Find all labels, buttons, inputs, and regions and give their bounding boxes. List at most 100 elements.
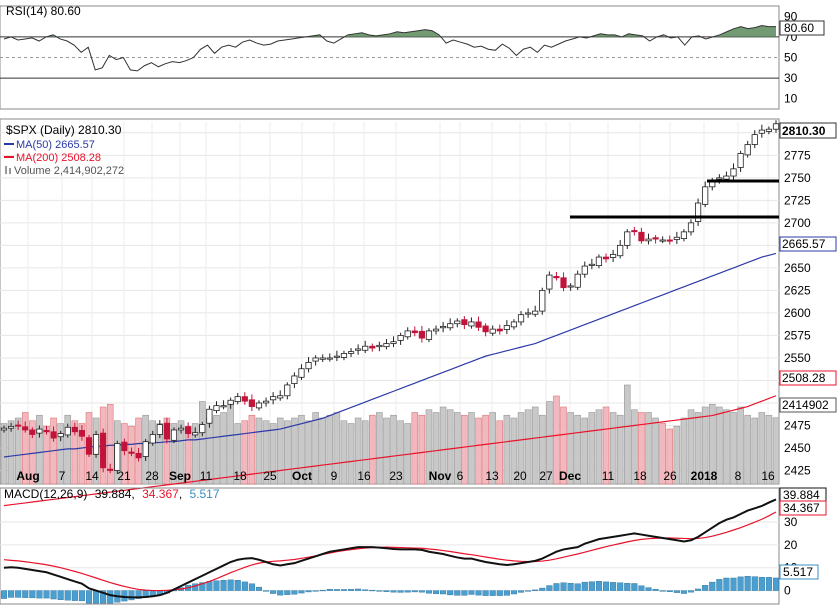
volume-bar xyxy=(234,423,241,485)
x-tick-label: Dec xyxy=(559,469,581,483)
candle-body xyxy=(128,451,135,454)
candle-body xyxy=(170,429,178,441)
candle-body xyxy=(553,276,560,279)
candle-body xyxy=(50,431,57,439)
candle-body xyxy=(411,330,418,334)
macd-histogram-bar xyxy=(433,590,440,594)
macd-histogram-bar xyxy=(348,589,355,591)
macd-histogram-bar xyxy=(100,590,107,604)
price-tick-label: 2650 xyxy=(784,261,811,275)
volume-bar xyxy=(241,420,249,485)
macd-histogram-bar xyxy=(758,577,765,591)
macd-histogram-bar xyxy=(532,589,539,591)
candle-body xyxy=(673,236,680,240)
volume-bar xyxy=(376,412,383,485)
macd-histogram-bar xyxy=(489,590,496,596)
macd-histogram-bar xyxy=(93,590,100,604)
volume-current-value: 2414902 xyxy=(782,398,829,412)
volume-bar xyxy=(29,420,36,485)
macd-histogram-bar xyxy=(255,586,263,591)
macd-histogram-bar xyxy=(227,579,234,591)
macd-histogram-bar xyxy=(29,590,36,599)
price-tick-label: 2450 xyxy=(784,441,811,455)
ma200-value-box xyxy=(779,370,837,386)
macd-legend-value: 39.884 xyxy=(95,487,132,501)
volume-bar xyxy=(730,412,737,485)
macd-histogram-bar xyxy=(695,588,702,591)
candle-body xyxy=(241,396,248,402)
macd-tick-label: 30 xyxy=(784,515,798,529)
price-tick-label: 2725 xyxy=(784,193,811,207)
volume-bar xyxy=(772,417,780,485)
rsi-tick-label: 90 xyxy=(784,9,798,23)
volume-bar xyxy=(191,423,199,485)
x-tick-label: 7 xyxy=(59,469,66,483)
candle-body xyxy=(277,395,284,399)
macd-histogram-bar xyxy=(326,589,333,591)
macd-histogram-bar xyxy=(135,590,142,599)
macd-histogram-bar xyxy=(680,590,687,594)
volume-bar xyxy=(595,409,603,485)
candle-body xyxy=(199,424,206,434)
volume-bar xyxy=(475,417,482,485)
candle-body xyxy=(645,238,652,242)
ma50-value-box xyxy=(779,236,837,252)
macd-histogram-bar xyxy=(617,582,624,591)
macd-legend: MACD(12,26,9) 39.884, 34.367, 5.517 xyxy=(4,487,220,501)
macd-histogram-bar xyxy=(539,587,546,591)
x-axis: Aug 7 14 21 28 Sep 11 18 25 Oct 9 16 23 Nov 6 13 20 27 Dec… xyxy=(16,469,775,483)
macd-histogram-bar xyxy=(199,582,206,591)
macd-histogram-bar xyxy=(546,585,553,591)
macd-histogram-bar xyxy=(305,590,312,593)
x-tick-label: Sep xyxy=(169,469,191,483)
macd-histogram-bar xyxy=(425,590,432,594)
volume-bar xyxy=(510,417,518,485)
volume-bar xyxy=(553,395,560,485)
macd-histogram-bar xyxy=(64,590,71,601)
candle-body xyxy=(185,426,192,434)
volume-bar xyxy=(609,412,617,485)
volume-bar xyxy=(298,414,305,485)
volume-bar xyxy=(397,420,404,485)
rsi-label: RSI(14) 80.60 xyxy=(6,4,81,18)
candle-body xyxy=(702,186,709,205)
volume-bar xyxy=(524,409,532,485)
candle-body xyxy=(447,323,454,329)
macd-histogram-bar xyxy=(454,590,461,596)
volume-bar xyxy=(269,423,277,485)
macd-histogram-bar xyxy=(404,590,411,593)
macd-histogram-bar xyxy=(248,583,255,591)
macd-histogram-bar xyxy=(270,590,277,594)
volume-bar xyxy=(213,414,220,485)
volume-bar xyxy=(659,423,666,485)
macd-histogram-bar xyxy=(652,589,659,591)
x-tick-label: 13 xyxy=(485,469,499,483)
ma50-legend: MA(50) 2665.57 xyxy=(16,139,95,151)
volume-bar xyxy=(765,414,773,485)
x-tick-label: 18 xyxy=(633,469,647,483)
volume-bar xyxy=(666,428,674,485)
candle-body xyxy=(595,256,603,267)
macd-histogram-bar xyxy=(602,581,610,591)
volume-bar xyxy=(461,414,468,485)
candle-body xyxy=(156,424,163,435)
candle-body xyxy=(404,330,411,338)
volume-bar xyxy=(517,412,525,485)
volume-bar xyxy=(758,412,766,485)
volume-legend-icon xyxy=(5,166,7,174)
volume-bar xyxy=(701,406,709,485)
candle-body xyxy=(716,177,723,180)
macd-histogram-bar xyxy=(107,590,114,604)
candle-body xyxy=(326,357,333,360)
volume-bars xyxy=(0,384,780,485)
candle-body xyxy=(574,273,581,288)
macd-histogram-bar xyxy=(284,590,291,595)
volume-bar xyxy=(645,412,652,485)
macd-histogram-bar xyxy=(673,590,680,593)
volume-bar xyxy=(220,412,227,485)
candle-body xyxy=(78,430,85,437)
candle-body xyxy=(723,175,730,180)
